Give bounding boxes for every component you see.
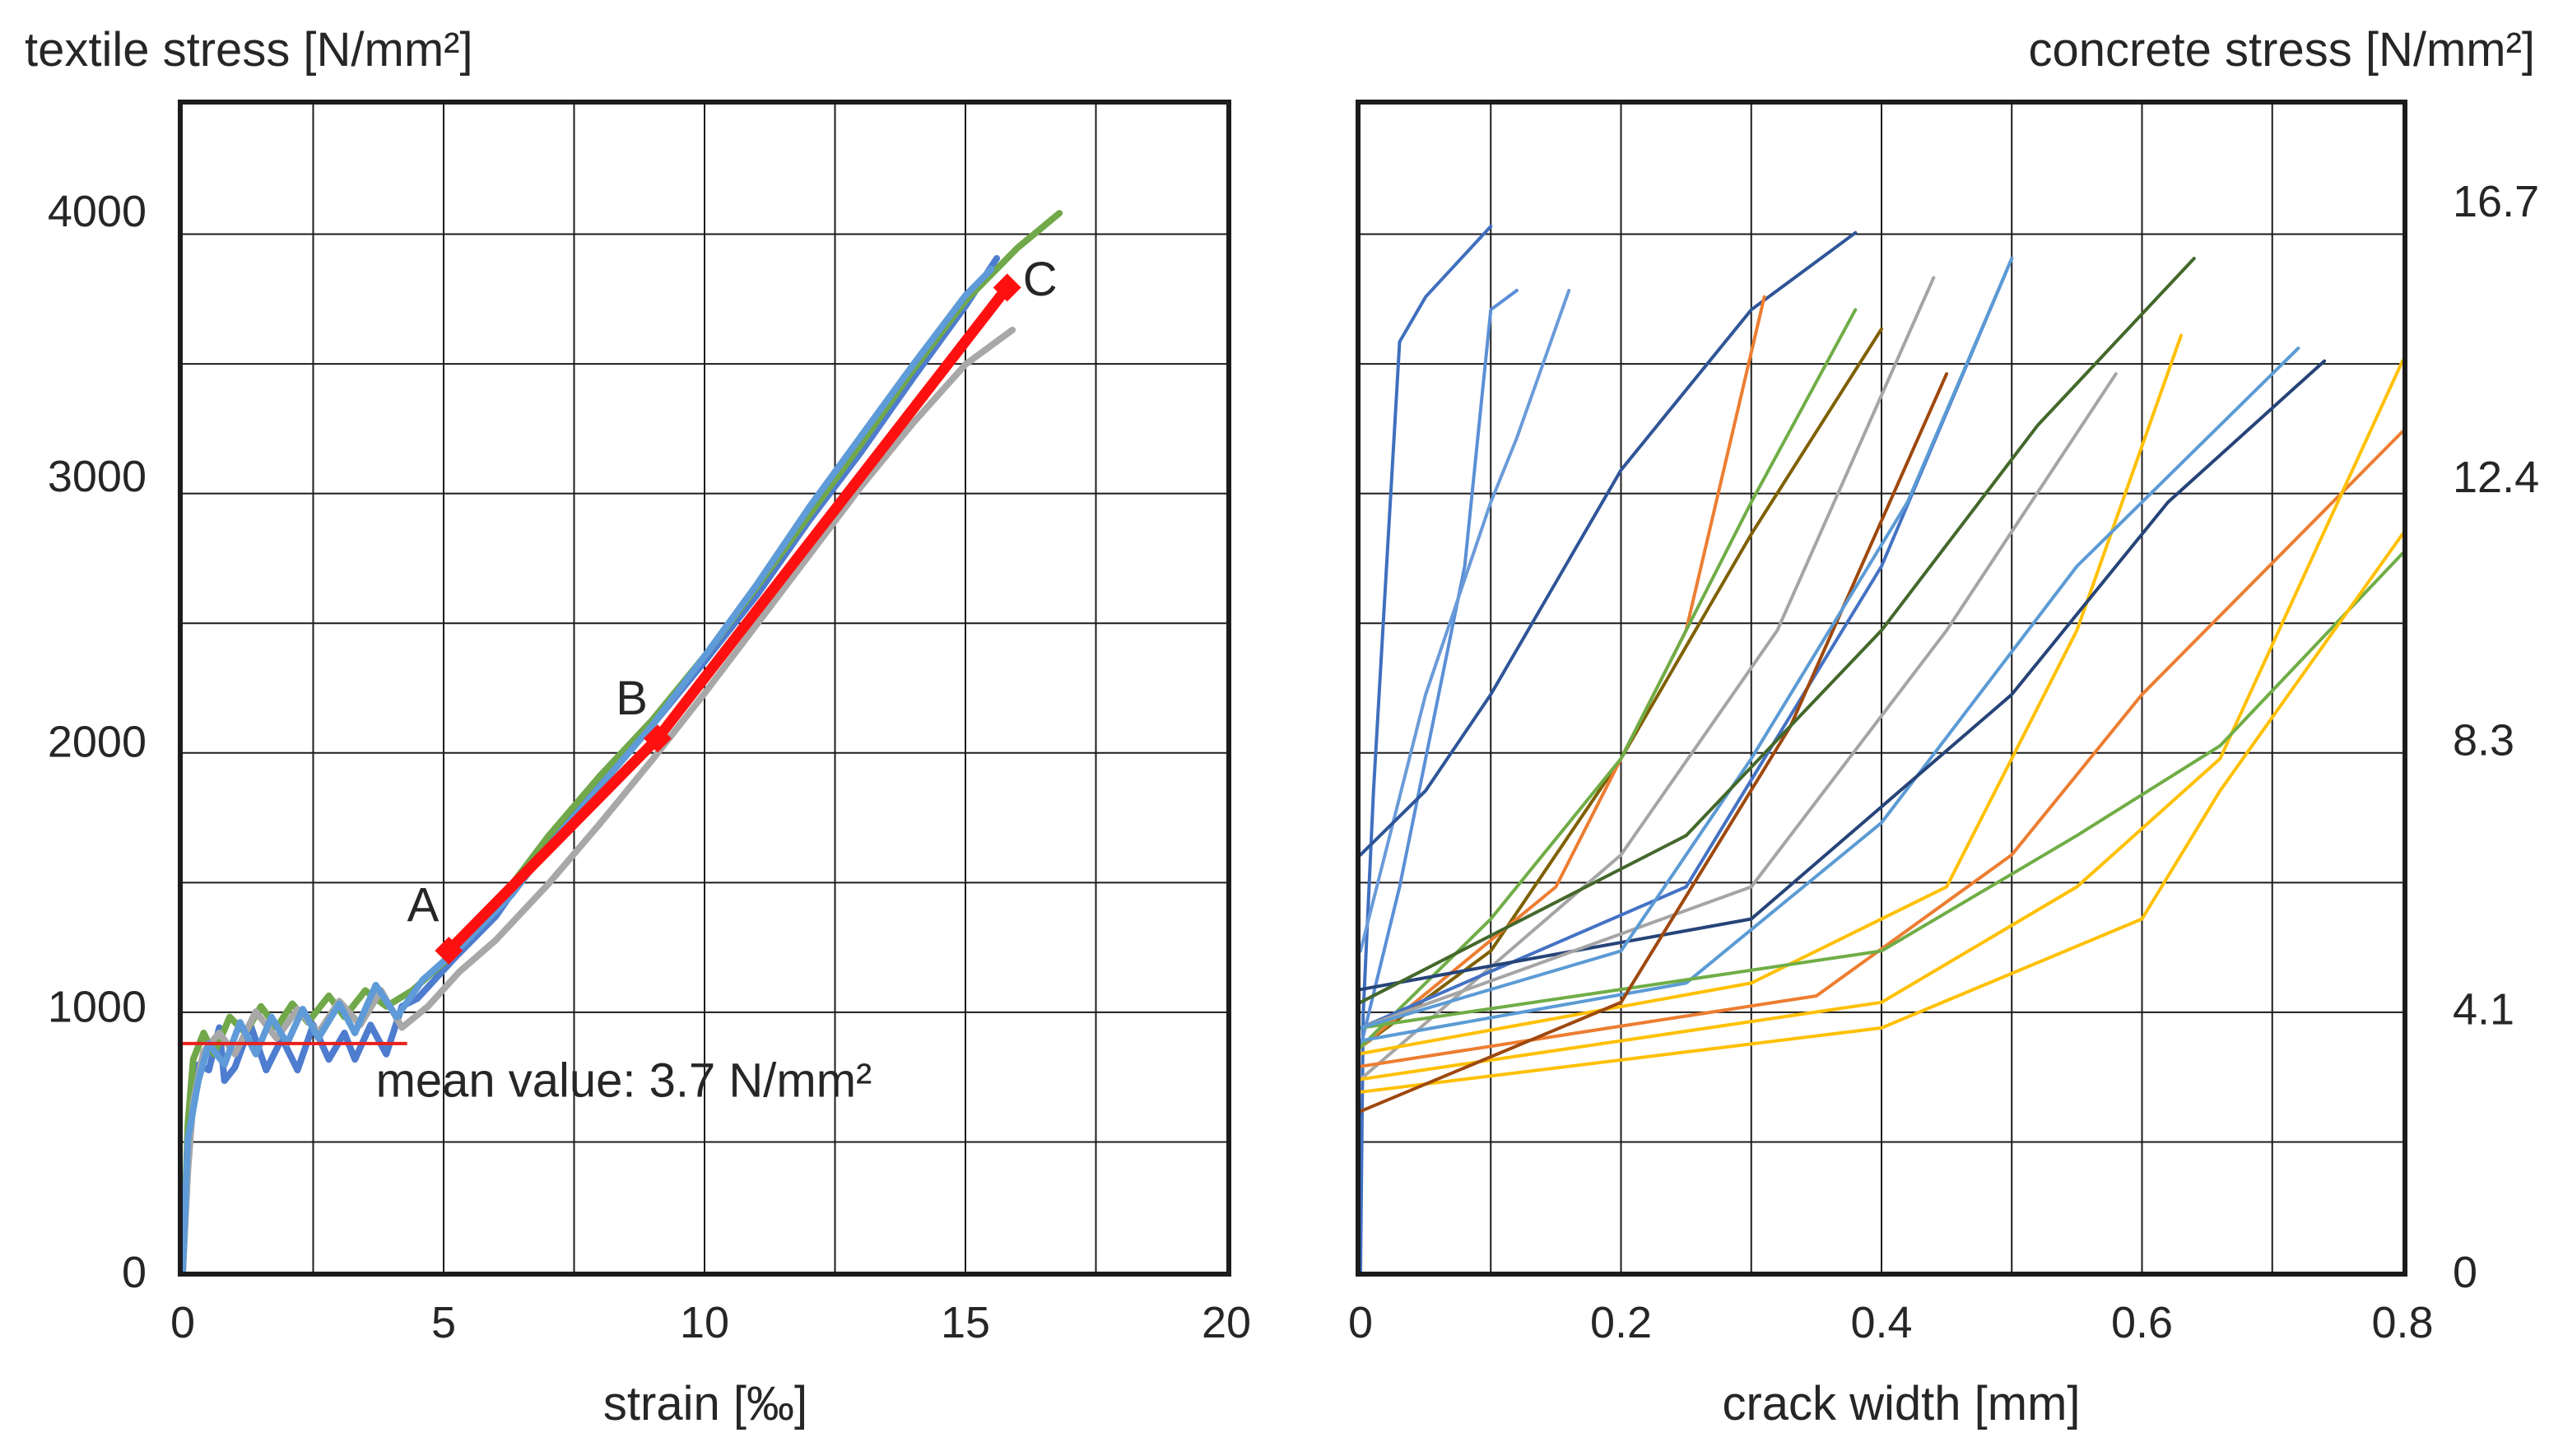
right-series-line	[1359, 257, 2196, 1004]
left-x-tick-label: 0	[170, 1298, 195, 1347]
right-series-line	[1359, 551, 2404, 1030]
left-plot-frame	[178, 100, 1231, 1277]
right-series-group	[1359, 225, 2404, 1273]
left-y-tick-label: 2000	[48, 717, 147, 766]
left-y-tick-label: 0	[122, 1248, 147, 1297]
right-series-line	[1359, 230, 1858, 857]
concrete-stress-chart: 0 4.1 8.3 12.4 16.7 0 0.2 0.4 0.6 0.8 concrete s…	[1348, 23, 2539, 1430]
left-y-tick-label: 4000	[48, 187, 147, 236]
fit-point-marker	[435, 937, 463, 965]
left-series-line	[179, 254, 1000, 1275]
right-y-tick-label: 4.1	[2453, 985, 2514, 1035]
right-x-tick-label: 0.2	[1590, 1298, 1652, 1347]
left-series-line	[179, 265, 995, 1275]
point-label-b: B	[616, 672, 648, 725]
left-series-line	[179, 326, 1016, 1275]
left-x-tick-labels: 0 5 10 15 20	[170, 1298, 1251, 1347]
point-label-a: A	[407, 879, 440, 933]
left-y-tick-labels: 0 1000 2000 3000 4000	[48, 187, 147, 1297]
right-series-line	[1359, 347, 2300, 1043]
right-series-line	[1359, 225, 1493, 1273]
right-y-axis-label: concrete stress [N/mm²]	[2028, 23, 2535, 77]
right-series-line	[1359, 359, 2404, 1082]
mean-value-annotation: mean value: 3.7 N/mm²	[376, 1054, 872, 1107]
right-y-tick-label: 12.4	[2453, 453, 2539, 502]
left-y-tick-label: 3000	[48, 452, 147, 501]
right-x-axis-label: crack width [mm]	[1722, 1377, 2080, 1430]
left-series-line	[179, 210, 1063, 1275]
right-series-line	[1359, 372, 1949, 1114]
right-x-tick-label: 0	[1348, 1298, 1373, 1347]
right-series-line	[1359, 533, 2404, 1094]
point-label-c: C	[1023, 253, 1058, 306]
right-series-line	[1359, 372, 2118, 1030]
left-y-axis-label: textile stress [N/mm²]	[25, 23, 473, 77]
right-series-line	[1359, 295, 1766, 1049]
left-x-tick-label: 20	[1202, 1298, 1251, 1347]
right-plot-frame	[1356, 100, 2407, 1277]
left-series-group	[179, 210, 1063, 1275]
right-y-tick-label: 8.3	[2453, 715, 2514, 765]
left-x-tick-label: 10	[680, 1298, 729, 1347]
right-series-line	[1359, 359, 2327, 992]
right-series-line	[1359, 257, 2014, 1030]
left-x-axis-label: strain [‰]	[603, 1377, 807, 1430]
right-grid	[1361, 105, 2402, 1272]
right-y-tick-label: 0	[2453, 1248, 2477, 1297]
right-x-tick-label: 0.4	[1850, 1298, 1912, 1347]
right-series-line	[1359, 308, 1858, 1049]
right-x-tick-label: 0.8	[2371, 1298, 2433, 1347]
right-series-line	[1359, 430, 2404, 1068]
right-x-tick-labels: 0 0.2 0.4 0.6 0.8	[1348, 1298, 2434, 1347]
right-series-line	[1359, 288, 1571, 953]
left-x-tick-label: 15	[941, 1298, 990, 1347]
right-y-tick-labels: 0 4.1 8.3 12.4 16.7	[2453, 177, 2539, 1297]
right-x-tick-label: 0.6	[2111, 1298, 2173, 1347]
left-y-tick-label: 1000	[48, 983, 147, 1032]
right-y-tick-label: 16.7	[2453, 177, 2539, 226]
fit-point-marker	[993, 273, 1021, 302]
left-x-tick-label: 5	[431, 1298, 456, 1347]
right-series-line	[1359, 288, 1519, 1049]
fit-point-marker	[643, 724, 672, 753]
